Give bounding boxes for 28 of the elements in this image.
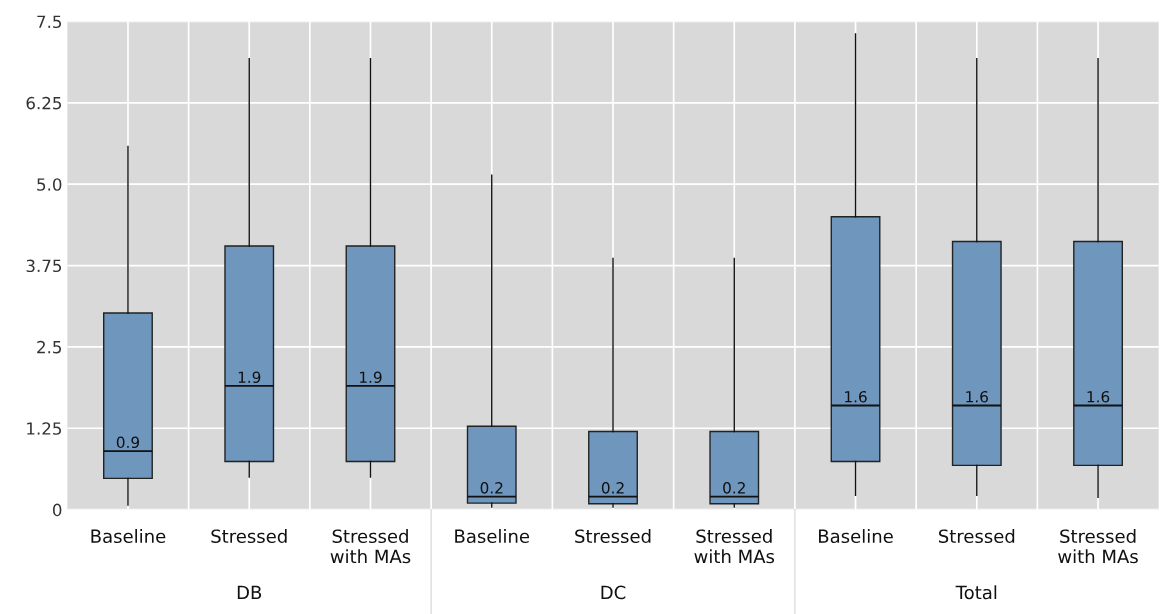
text: 0.2	[480, 482, 503, 494]
y-tick-label: 7.5	[37, 15, 62, 29]
x-tick-label: Stressed	[575, 529, 651, 544]
y-tick-label: 0	[52, 503, 62, 517]
text: 1.9	[238, 371, 261, 383]
x-tick-label: Stressed with MAs	[330, 529, 411, 564]
y-tick-label: 2.5	[37, 340, 62, 354]
x-tick-label: Stressed with MAs	[1058, 529, 1138, 564]
text: 1.6	[1087, 390, 1110, 403]
text: 0.2	[723, 482, 745, 494]
y-tick-label: 5.0	[37, 178, 62, 191]
text: DC	[601, 585, 626, 600]
text: 0.2	[601, 482, 624, 494]
x-tick-label: Baseline	[91, 529, 166, 544]
text: 0.9	[116, 436, 140, 449]
y-tick-label: 3.75	[26, 259, 62, 273]
x-tick-label: Stressed with MAs	[694, 529, 775, 564]
text: Total	[955, 585, 997, 600]
y-tick-label: 6.25	[26, 96, 62, 110]
text: 1.6	[966, 390, 988, 403]
x-tick-label: Baseline	[455, 529, 530, 544]
x-tick-label: Stressed	[938, 529, 1015, 544]
y-tick-label: 1.25	[27, 422, 62, 435]
text: 1.6	[845, 390, 867, 403]
x-tick-label: Baseline	[819, 529, 893, 544]
text: 1.9	[360, 371, 382, 383]
x-tick-label: Stressed	[211, 529, 287, 544]
text: DB	[237, 585, 262, 599]
